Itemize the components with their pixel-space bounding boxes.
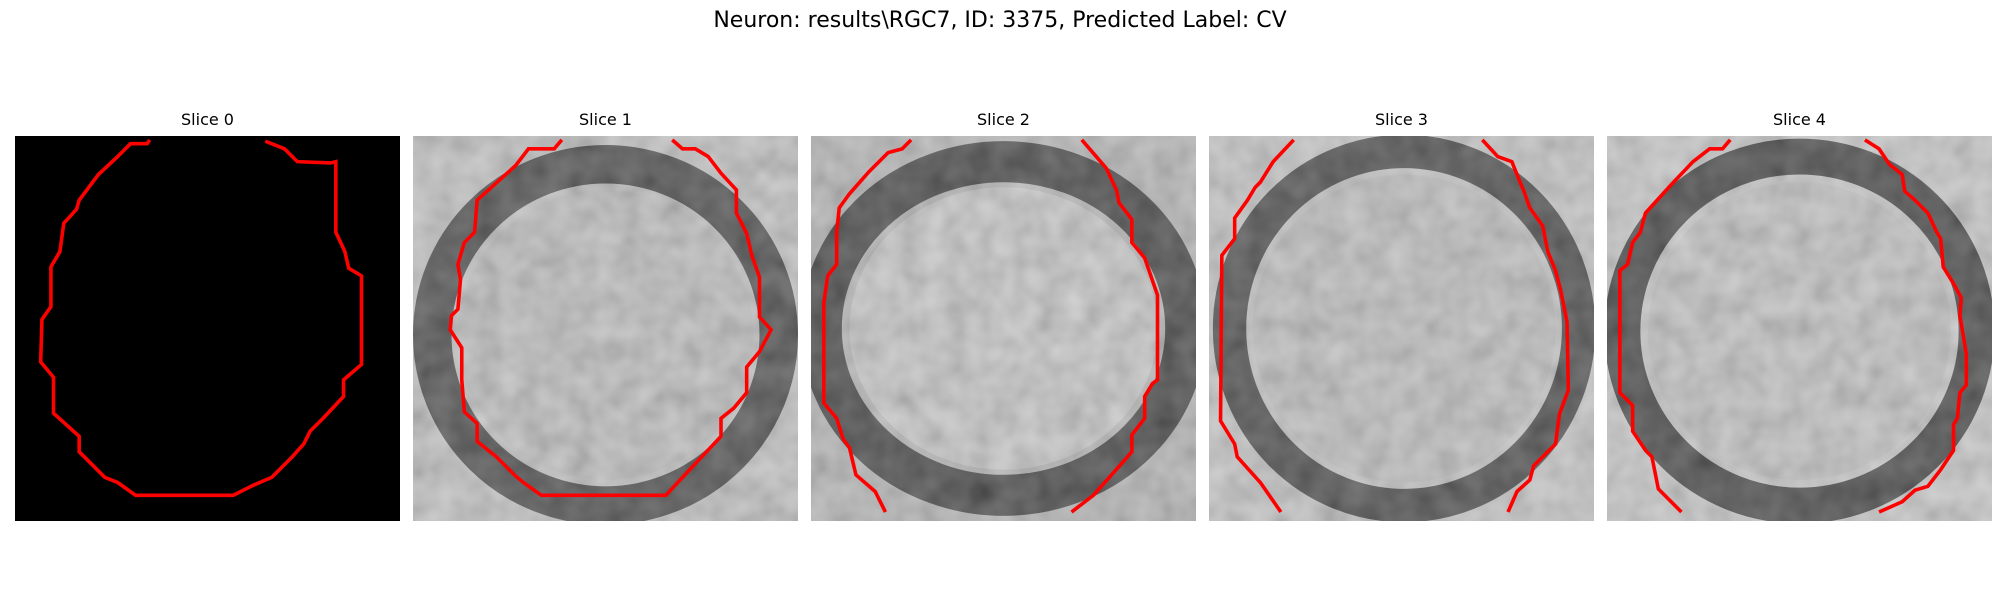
slice-image [1209, 136, 1594, 521]
slice-image [811, 136, 1196, 521]
slice-image [15, 136, 400, 521]
slice-title: Slice 2 [977, 110, 1030, 129]
figure-title: Neuron: results\RGC7, ID: 3375, Predicte… [713, 8, 1287, 33]
slice-title: Slice 0 [181, 110, 234, 129]
slice-title: Slice 1 [579, 110, 632, 129]
slice-image [1607, 136, 1992, 521]
slice-title: Slice 4 [1773, 110, 1826, 129]
slice-image [413, 136, 798, 521]
slice-title: Slice 3 [1375, 110, 1428, 129]
